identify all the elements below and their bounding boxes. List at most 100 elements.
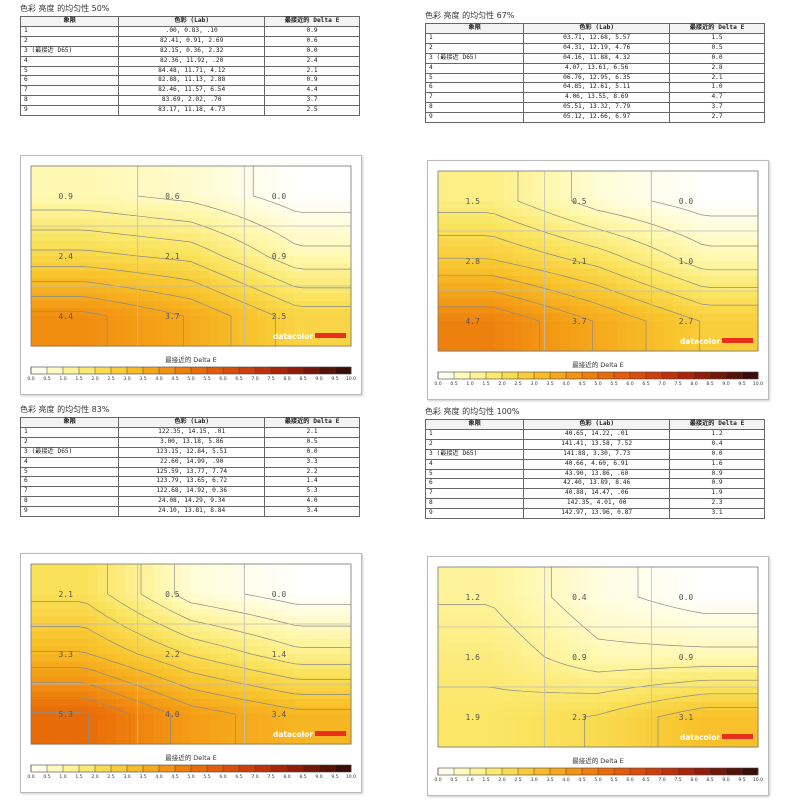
heat-cell <box>87 646 98 655</box>
heat-cell <box>247 218 258 227</box>
heat-cell <box>710 567 721 576</box>
heat-cell <box>266 661 277 670</box>
heat-cell <box>68 211 79 220</box>
heat-cell <box>532 724 543 733</box>
table-cell-q: 5 <box>19 65 120 77</box>
heat-cell <box>313 676 324 685</box>
heat-cell <box>332 181 343 190</box>
heat-cell <box>541 291 552 300</box>
plot-frame <box>437 170 759 352</box>
scale-swatch <box>550 768 567 775</box>
heat-cell <box>588 321 599 330</box>
heat-cell <box>228 196 239 205</box>
scale-tick-label: 3.5 <box>139 774 146 780</box>
heat-cell <box>720 253 731 262</box>
heat-cell <box>616 321 627 330</box>
heat-cell <box>616 672 627 681</box>
heat-cell <box>294 601 305 610</box>
heat-cell <box>522 238 533 247</box>
heat-cell <box>569 702 580 711</box>
heat-cell <box>247 173 258 182</box>
quadrant-value-label: 1.4 <box>272 650 287 659</box>
heat-cell <box>569 201 580 210</box>
heat-cell <box>303 564 314 573</box>
heat-cell <box>59 233 70 242</box>
heat-cell <box>313 654 324 663</box>
heat-cell <box>200 173 211 182</box>
heat-cell <box>598 597 609 606</box>
contour-line <box>31 667 236 744</box>
heat-cell <box>266 211 277 220</box>
heat-cell <box>322 278 333 287</box>
heat-cell <box>303 166 314 175</box>
table-cell-de: 2.4 <box>264 55 360 67</box>
heat-cell <box>49 646 60 655</box>
quadrant-value-label: 0.0 <box>272 192 287 201</box>
heat-cell <box>68 579 79 588</box>
heat-cell <box>59 729 70 738</box>
heat-cell <box>209 323 220 332</box>
heat-cell <box>256 721 267 730</box>
heat-cell <box>172 331 183 340</box>
heat-cell <box>475 283 486 292</box>
heat-cell <box>247 331 258 340</box>
heat-cell <box>247 669 258 678</box>
table-row: 3 (最接近 D65) 04.16, 11.88, 4.32 0.0 <box>424 52 765 64</box>
contour-lines <box>31 166 351 346</box>
heat-cell <box>219 203 230 212</box>
heat-cell <box>635 649 646 658</box>
heat-cell <box>701 193 712 202</box>
heat-cell <box>303 594 314 603</box>
heat-cell <box>494 313 505 322</box>
heat-cell <box>654 709 665 718</box>
heat-cell <box>748 328 759 337</box>
heat-cell <box>106 729 117 738</box>
heat-cell <box>78 308 89 317</box>
heat-cell <box>513 739 524 748</box>
heat-cell <box>626 679 637 688</box>
heat-cell <box>275 676 286 685</box>
heat-cell <box>447 567 458 576</box>
scale-swatch <box>223 765 240 772</box>
heat-cell <box>68 616 79 625</box>
heat-cell <box>729 679 740 688</box>
heat-cell <box>569 732 580 741</box>
heat-cell <box>569 313 580 322</box>
heat-cell <box>40 579 51 588</box>
table-cell-lab: 04.31, 12.19, 4.76 <box>523 42 671 54</box>
heat-cell <box>153 286 164 295</box>
heat-cell <box>663 567 674 576</box>
heat-cell <box>598 321 609 330</box>
heat-cell <box>125 218 136 227</box>
heat-cell <box>701 178 712 187</box>
heat-cell <box>456 291 467 300</box>
heat-cell <box>78 594 89 603</box>
heat-cell <box>466 178 477 187</box>
heat-cell <box>162 571 173 580</box>
heat-cell <box>106 301 117 310</box>
heat-cell <box>341 601 352 610</box>
heat-cell <box>209 676 220 685</box>
heat-cell <box>200 654 211 663</box>
heat-cell <box>663 298 674 307</box>
heat-cell <box>209 188 220 197</box>
heat-cell <box>238 211 249 220</box>
heat-cell <box>635 171 646 180</box>
heat-cell <box>285 218 296 227</box>
heat-cell <box>607 328 618 337</box>
heat-cell <box>485 709 496 718</box>
heat-cell <box>219 286 230 295</box>
heat-surface <box>438 567 759 748</box>
heat-cell <box>607 306 618 315</box>
heat-cell <box>125 639 136 648</box>
heat-cell <box>522 216 533 225</box>
heat-cell <box>87 706 98 715</box>
heat-cell <box>106 571 117 580</box>
scale-tick-label: 4.0 <box>155 774 162 780</box>
heat-cell <box>560 261 571 270</box>
heat-cell <box>191 181 202 190</box>
heat-cell <box>654 717 665 726</box>
heat-cell <box>522 672 533 681</box>
heat-cell <box>275 579 286 588</box>
heat-cell <box>701 664 712 673</box>
